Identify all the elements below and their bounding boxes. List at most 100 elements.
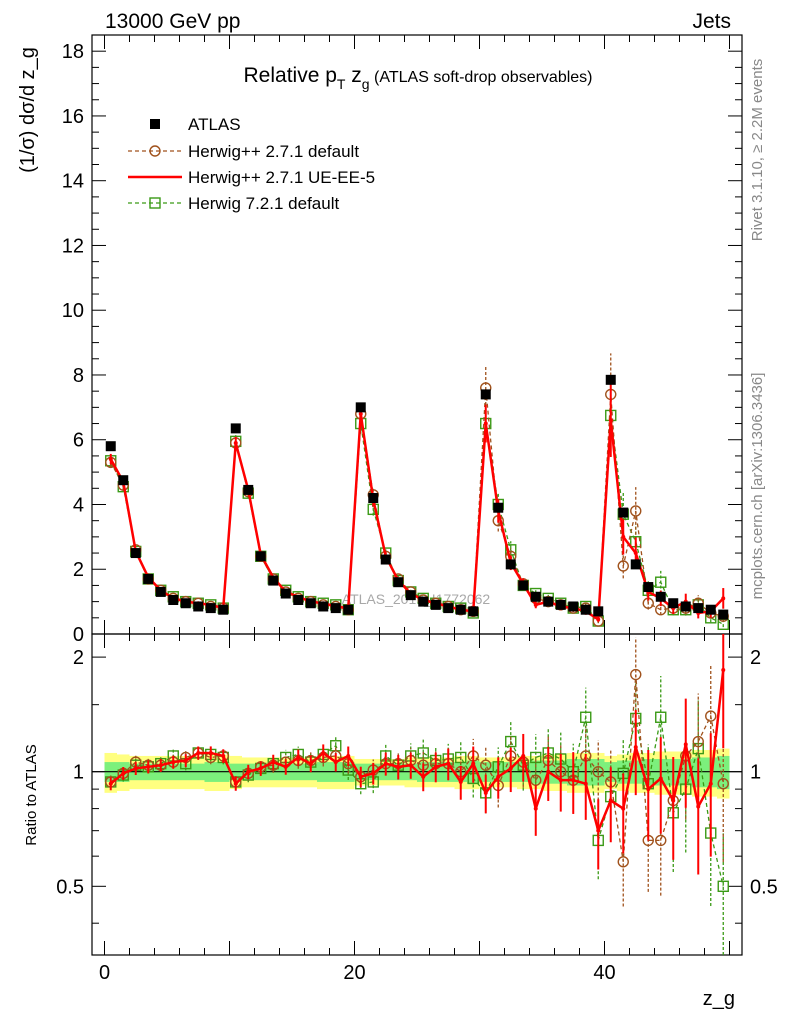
y-tick-label: 14 [62,171,84,193]
ratio-marker-herwig721 [717,880,729,893]
ratio-marker-ueee5 [596,828,601,833]
ratio-marker-ueee5 [408,763,413,768]
ratio-marker-herwig271 [655,834,667,847]
ratio-marker-ueee5 [358,774,363,779]
marker-atlas [455,604,466,615]
marker-atlas [518,580,529,591]
marker-herwig721 [655,576,667,588]
ratio-marker-herwig721 [530,751,542,764]
ratio-marker-ueee5 [433,764,438,769]
ratio-marker-herwig721 [580,711,592,723]
ratio-marker-ueee5 [533,806,538,811]
marker-atlas [193,601,204,612]
legend-label: ATLAS [188,115,241,134]
marker-atlas [693,603,704,614]
marker-atlas [655,591,666,602]
ratio-marker-ueee5 [583,781,588,786]
ratio-marker-ueee5 [271,760,276,765]
chart-title: Relative pT zg (ATLAS soft-drop observab… [244,64,593,92]
ratio-marker-ueee5 [133,766,138,771]
marker-atlas [305,598,316,609]
marker-ueee5 [621,534,626,539]
marker-ueee5 [633,551,638,556]
x-tick-label: 20 [343,962,365,984]
marker-ueee5 [721,596,726,601]
marker-atlas [405,590,416,601]
ratio-marker-ueee5 [671,798,676,803]
ratio-marker-herwig271 [617,856,629,868]
y-axis-label-top: (1/σ) dσ/d z_g [17,47,39,173]
marker-atlas [180,598,191,609]
marker-atlas [355,402,366,413]
marker-atlas [493,502,504,513]
ratio-marker-ueee5 [471,761,476,766]
marker-atlas [555,599,566,610]
marker-atlas [630,559,641,570]
marker-atlas [343,604,354,615]
ratio-marker-ueee5 [371,771,376,776]
marker-ueee5 [358,411,363,416]
ratio-marker-ueee5 [183,758,188,763]
marker-atlas [205,603,216,614]
marker-atlas [280,588,291,599]
ratio-marker-herwig271 [705,710,717,722]
marker-atlas [330,603,341,614]
ratio-marker-ueee5 [546,769,551,774]
marker-atlas [580,604,591,615]
legend-marker-herwig271 [149,145,161,157]
ratio-marker-ueee5 [346,753,351,758]
ratio-marker-herwig271 [530,774,542,786]
mcplots-label: mcplots.cern.ch [arXiv:1306.3436] [749,373,766,600]
ratio-marker-ueee5 [658,776,663,781]
ratio-marker-ueee5 [633,745,638,750]
y-tick-label: 8 [73,365,84,387]
marker-atlas [380,554,391,565]
marker-atlas [443,603,454,614]
ratio-marker-herwig721 [655,711,667,723]
marker-ueee5 [596,617,601,622]
title-mid: z [345,64,361,87]
marker-herwig271 [630,505,642,517]
marker-herwig271 [617,560,629,572]
ratio-y-tick-label: 0.5 [56,876,84,898]
marker-atlas [105,441,116,452]
y-tick-label: 16 [62,106,84,128]
y-tick-label: 18 [62,41,84,63]
ratio-marker-ueee5 [483,790,488,795]
y-tick-label: 4 [73,494,84,516]
legend-label: Herwig++ 2.7.1 UE-EE-5 [188,168,375,187]
ratio-marker-herwig271 [592,766,604,778]
marker-atlas [168,595,179,606]
ratio-marker-ueee5 [383,761,388,766]
ratio-y-tick-label: 2 [750,647,761,669]
ratio-marker-ueee5 [458,779,463,784]
header-right: Jets [692,10,731,33]
ratio-marker-ueee5 [283,764,288,769]
marker-ueee5 [108,457,113,462]
x-tick-label: 0 [99,962,110,984]
ratio-line-ueee5 [109,669,725,835]
ratio-marker-ueee5 [296,755,301,760]
ratio-marker-herwig271 [717,778,729,790]
header-left: 13000 GeV pp [105,10,240,33]
ratio-marker-herwig721 [505,735,517,748]
legend-marker-herwig721 [149,197,161,209]
ratio-marker-ueee5 [196,750,201,755]
ratio-marker-ueee5 [621,806,626,811]
ratio-marker-ueee5 [421,774,426,779]
ratio-marker-ueee5 [608,798,613,803]
marker-atlas [718,609,729,620]
marker-atlas [480,389,491,400]
ratio-marker-ueee5 [321,750,326,755]
marker-ueee5 [233,440,238,445]
title-sub2: g [362,76,370,92]
ratio-line-herwig721 [110,717,724,887]
marker-herwig721 [505,544,517,556]
series-line-herwig271 [110,387,724,623]
ratio-y-tick-label: 1 [750,762,761,784]
ratio-marker-ueee5 [558,778,563,783]
ratio-marker-ueee5 [258,766,263,771]
ratio-marker-ueee5 [171,760,176,765]
x-tick-label: 40 [593,962,615,984]
